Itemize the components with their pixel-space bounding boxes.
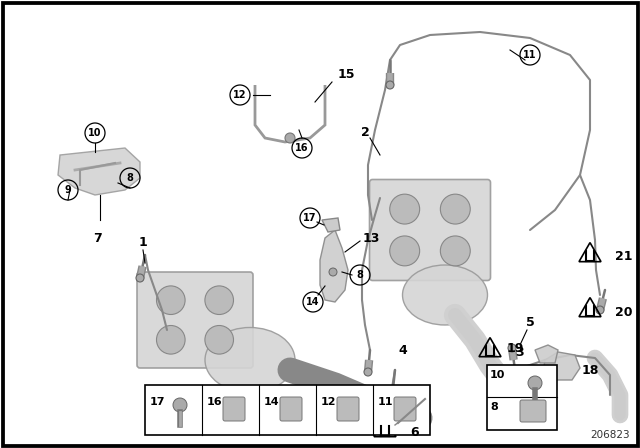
Text: 15: 15 <box>338 69 355 82</box>
Circle shape <box>440 236 470 266</box>
FancyBboxPatch shape <box>280 397 302 421</box>
Text: 5: 5 <box>525 316 534 329</box>
Text: 21: 21 <box>615 250 632 263</box>
Circle shape <box>136 274 144 282</box>
Text: 17: 17 <box>303 213 317 223</box>
Ellipse shape <box>403 265 488 325</box>
Circle shape <box>440 194 470 224</box>
Circle shape <box>508 344 516 352</box>
Text: 11: 11 <box>378 397 394 407</box>
FancyBboxPatch shape <box>137 272 253 368</box>
Text: 4: 4 <box>398 344 407 357</box>
Text: 8: 8 <box>356 270 364 280</box>
Ellipse shape <box>205 327 295 392</box>
Text: 8: 8 <box>127 173 133 183</box>
FancyBboxPatch shape <box>337 397 359 421</box>
Circle shape <box>388 394 396 402</box>
Circle shape <box>596 306 604 314</box>
FancyBboxPatch shape <box>145 385 430 435</box>
Polygon shape <box>322 218 340 232</box>
FancyBboxPatch shape <box>369 180 490 280</box>
Text: 13: 13 <box>363 232 380 245</box>
Text: 18: 18 <box>582 363 600 376</box>
Text: 206823: 206823 <box>590 430 630 440</box>
Text: 20: 20 <box>615 306 632 319</box>
Circle shape <box>285 133 295 143</box>
Text: 1: 1 <box>139 237 147 250</box>
Polygon shape <box>58 148 140 195</box>
Text: 14: 14 <box>264 397 280 407</box>
Circle shape <box>157 286 185 314</box>
Circle shape <box>205 326 234 354</box>
Text: 14: 14 <box>307 297 320 307</box>
Polygon shape <box>535 345 558 363</box>
Circle shape <box>390 194 420 224</box>
Text: 10: 10 <box>490 370 506 380</box>
Circle shape <box>364 368 372 376</box>
Circle shape <box>329 268 337 276</box>
Text: 10: 10 <box>88 128 102 138</box>
Polygon shape <box>543 352 580 380</box>
Circle shape <box>390 236 420 266</box>
Text: 9: 9 <box>65 185 72 195</box>
Text: 16: 16 <box>207 397 223 407</box>
Circle shape <box>386 81 394 89</box>
Text: 11: 11 <box>524 50 537 60</box>
Circle shape <box>173 398 187 412</box>
FancyBboxPatch shape <box>487 365 557 430</box>
Text: 6: 6 <box>410 426 419 439</box>
Text: 3: 3 <box>515 345 524 358</box>
Polygon shape <box>320 230 348 302</box>
Circle shape <box>157 326 185 354</box>
FancyBboxPatch shape <box>520 400 546 422</box>
Text: 12: 12 <box>321 397 337 407</box>
FancyBboxPatch shape <box>223 397 245 421</box>
Text: 16: 16 <box>295 143 308 153</box>
Text: 7: 7 <box>93 232 102 245</box>
Text: 17: 17 <box>150 397 166 407</box>
FancyBboxPatch shape <box>394 397 416 421</box>
Circle shape <box>528 376 542 390</box>
Circle shape <box>205 286 234 314</box>
Text: 12: 12 <box>233 90 247 100</box>
Text: 8: 8 <box>490 402 498 412</box>
Text: 2: 2 <box>360 125 369 138</box>
Text: 19: 19 <box>507 341 524 354</box>
